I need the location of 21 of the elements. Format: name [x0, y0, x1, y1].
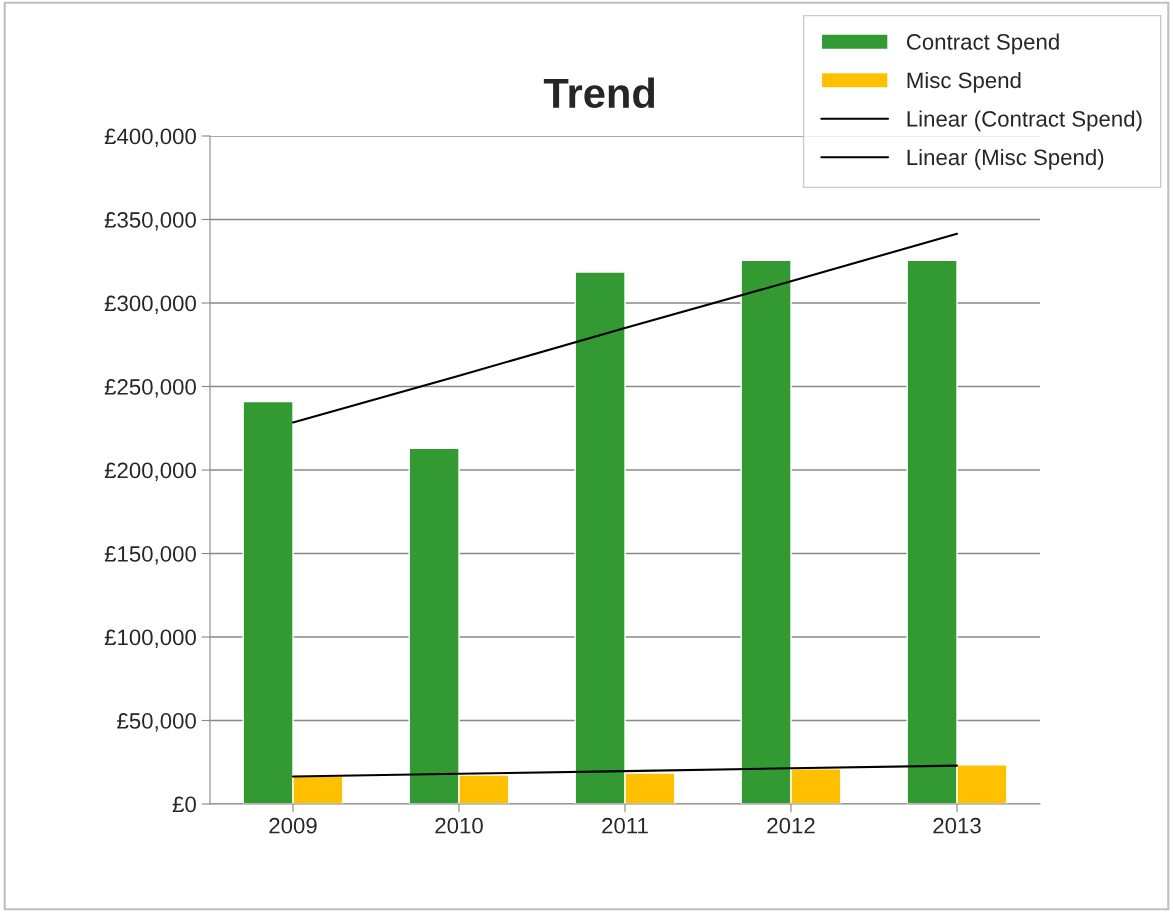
x-tick-label: 2012 [767, 817, 815, 834]
y-tick-label: £0 [172, 796, 196, 813]
legend-label: Linear (Misc Spend) [907, 148, 1104, 170]
chart-title: Trend [543, 77, 655, 109]
x-tick-label: 2010 [435, 817, 483, 834]
x-tick-label: 2009 [269, 817, 317, 834]
legend-label: Misc Spend [907, 71, 1021, 93]
x-tick-label: 2013 [933, 817, 981, 834]
line-series [291, 764, 959, 778]
legend-label: Contract Spend [906, 33, 1059, 55]
y-tick-label: £300,000 [104, 295, 196, 314]
y-tick-label: £50,000 [117, 713, 196, 732]
y-tick-label: £400,000 [104, 128, 196, 147]
y-tick-label: £200,000 [104, 462, 196, 481]
y-tick-label: £250,000 [104, 379, 196, 398]
y-tick-label: £100,000 [104, 629, 196, 648]
y-tick-label: £150,000 [104, 546, 196, 565]
x-tick-label: 2011 [602, 817, 648, 834]
legend-label: Linear (Contract Spend) [907, 110, 1142, 132]
y-tick-label: £350,000 [104, 212, 196, 231]
line-series [291, 232, 959, 424]
